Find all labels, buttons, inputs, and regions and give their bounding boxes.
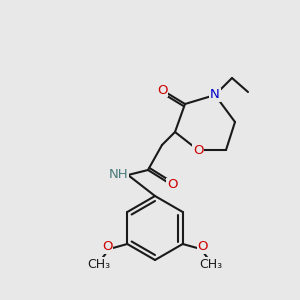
Text: O: O (157, 83, 167, 97)
Text: O: O (197, 241, 208, 254)
Text: N: N (210, 88, 220, 101)
Text: NH: NH (108, 169, 128, 182)
Text: CH₃: CH₃ (199, 257, 222, 271)
Text: O: O (167, 178, 177, 191)
Text: O: O (102, 241, 112, 254)
Text: CH₃: CH₃ (88, 257, 111, 271)
Text: O: O (193, 143, 203, 157)
